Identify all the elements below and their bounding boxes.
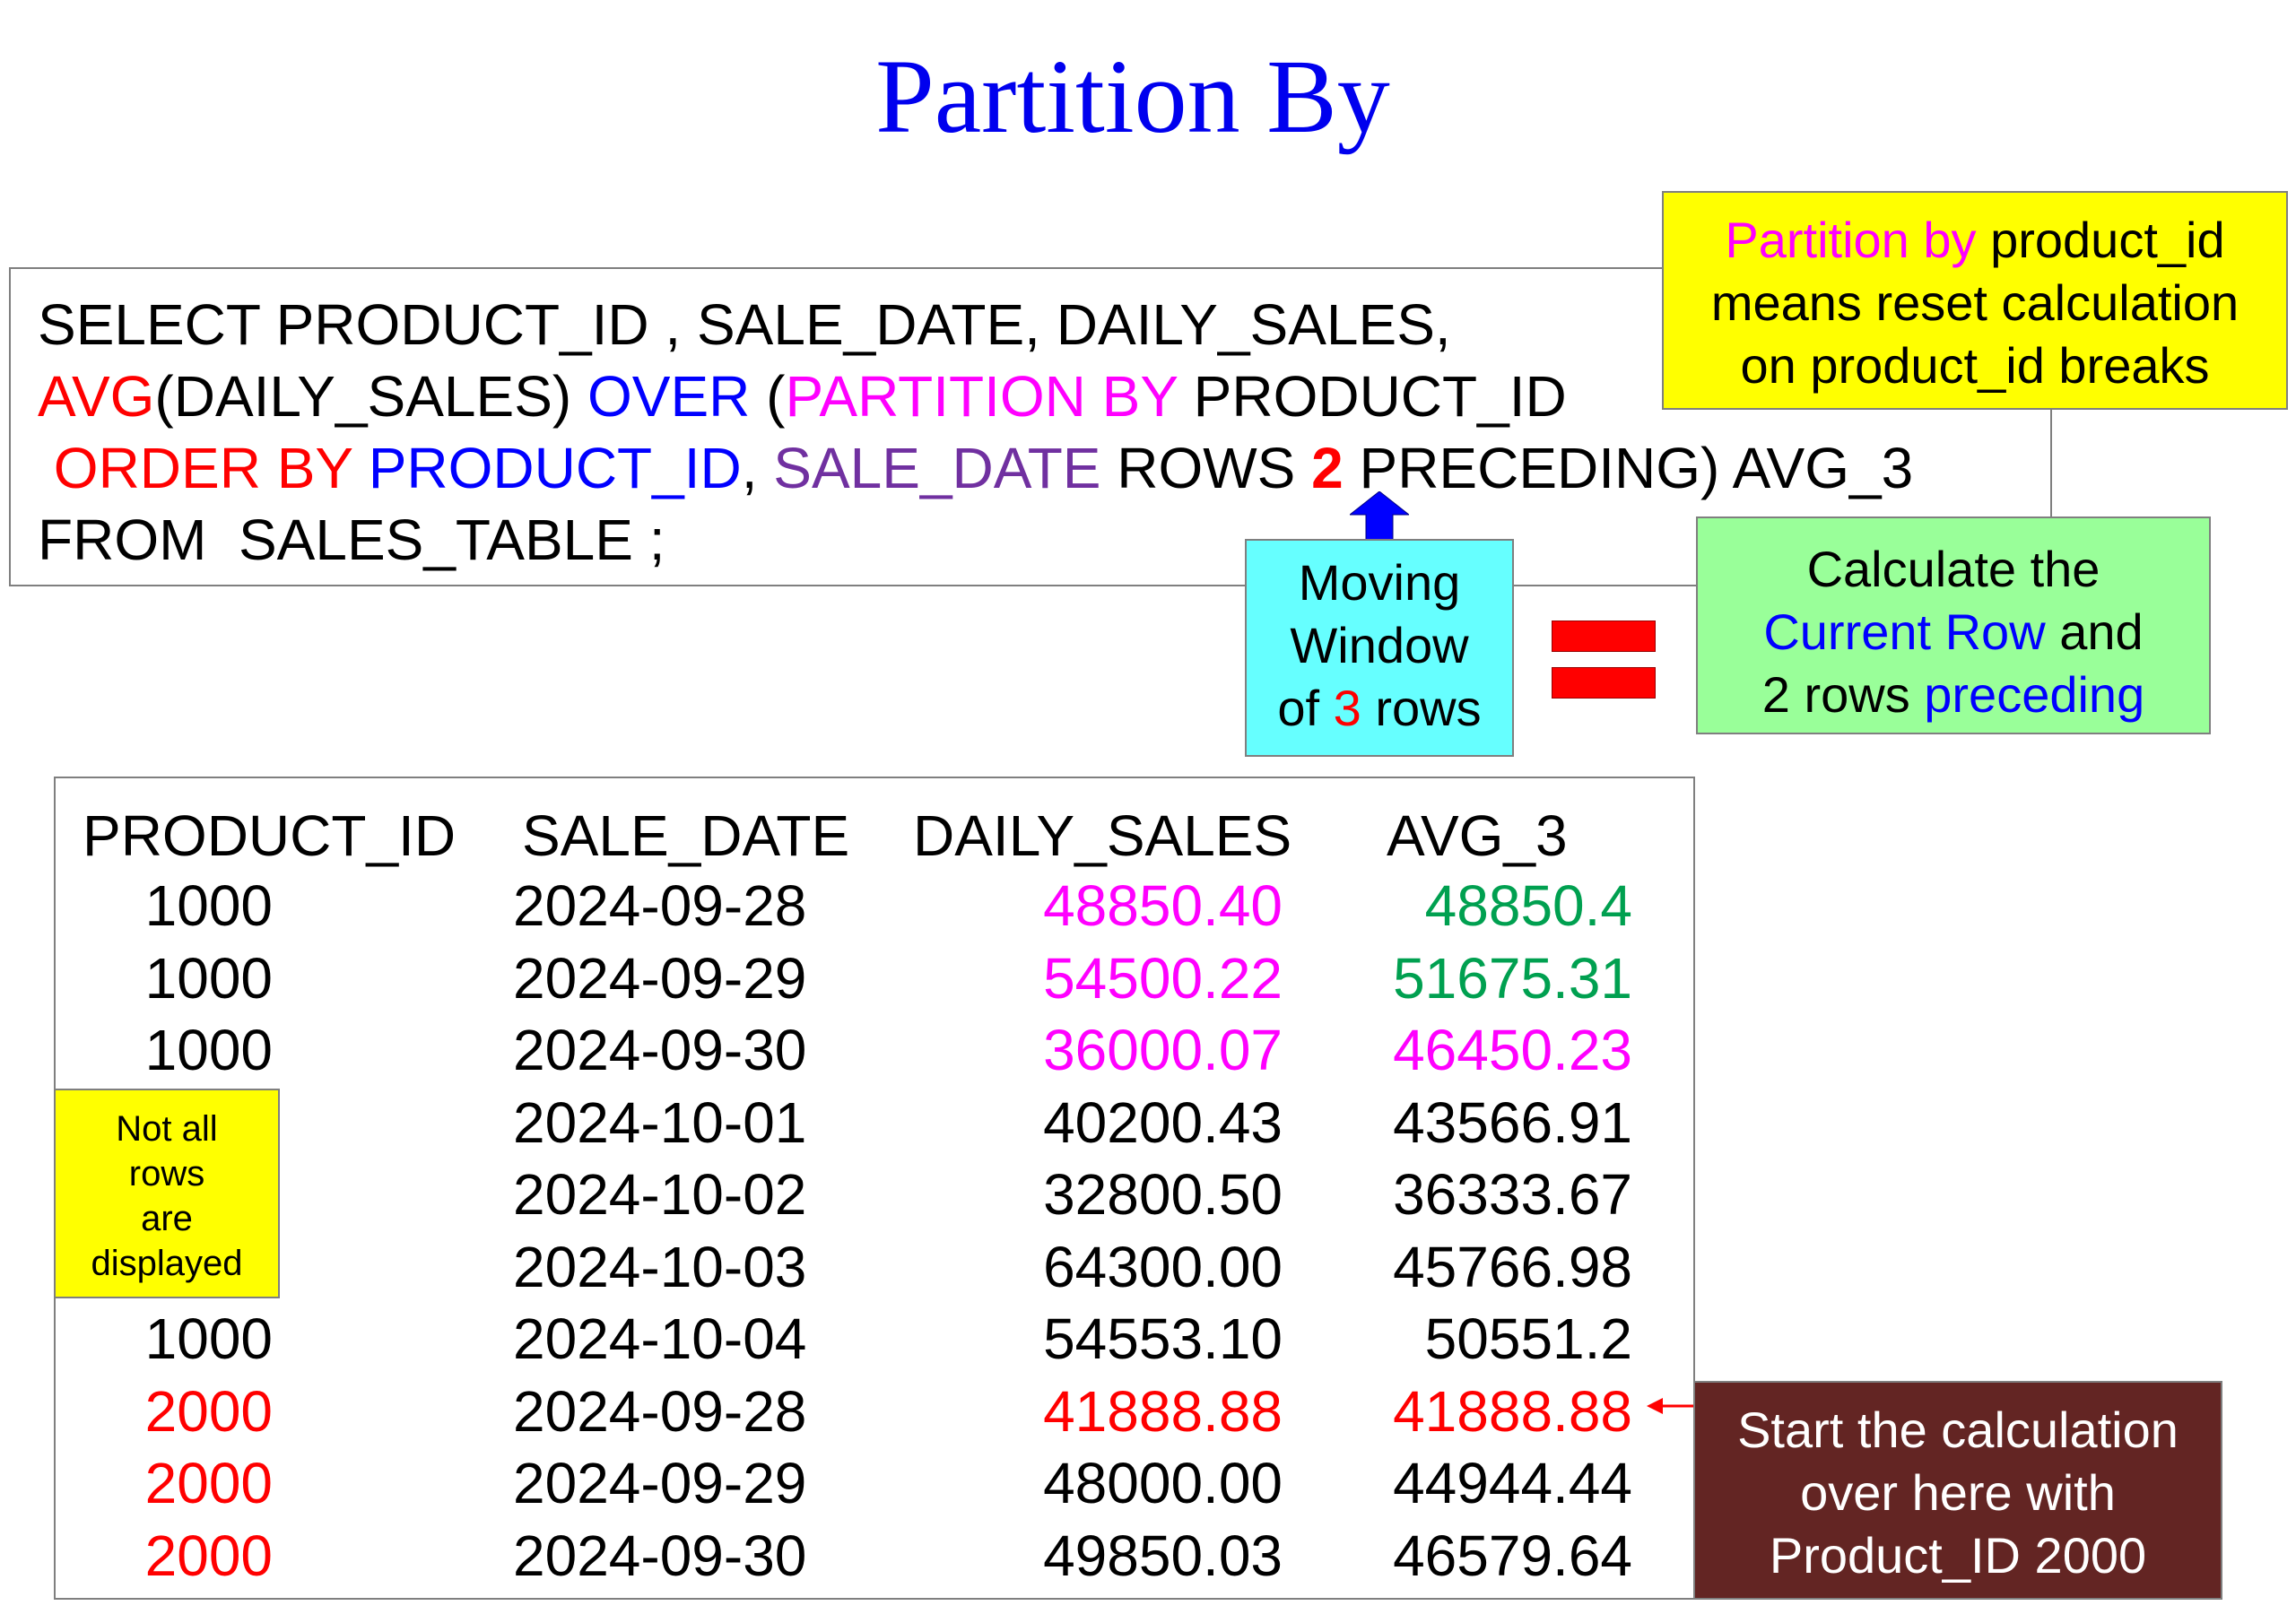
product-id-cell: 1000 [144,873,273,938]
product-id-cell: 2000 [144,1523,273,1588]
partition-note-keyword: Partition by [1725,212,1977,268]
avg-3-cell: 43566.91 [1393,1089,1632,1155]
sql-avg-keyword: AVG [38,364,155,429]
column-header-avg-3: AVG_3 [1387,803,1568,868]
column-header-product-id: PRODUCT_ID [83,803,457,868]
rows-not-displayed-note: Not all rows are displayed [54,1089,280,1298]
table-row: 2000 2024-09-28 41888.88 41888.88 [56,1383,1693,1454]
sql-over-keyword: OVER [587,364,751,429]
daily-sales-cell: 64300.00 [1043,1234,1283,1299]
avg-3-cell: 51675.31 [1393,945,1632,1011]
sale-date-cell: 2024-10-01 [513,1089,807,1155]
sql-line-2: AVG(DAILY_SALES) OVER (PARTITION BY PROD… [38,368,1567,425]
avg-3-cell: 46450.23 [1393,1018,1632,1082]
avg-3-cell: 48850.4 [1424,873,1632,938]
current-row-label: Current Row [1763,603,2046,660]
sql-partition-by-keyword: PARTITION BY [785,364,1178,429]
page-title: Partition By [875,38,1390,155]
sale-date-cell: 2024-09-30 [513,1018,807,1082]
sale-date-cell: 2024-09-29 [513,1451,807,1515]
table-row: 1000 2024-10-04 54553.10 50551.2 [56,1310,1693,1382]
sale-date-cell: 2024-09-30 [513,1523,807,1588]
avg-3-cell: 36333.67 [1393,1162,1632,1227]
avg-3-cell: 45766.98 [1393,1234,1632,1299]
daily-sales-cell: 36000.07 [1043,1018,1283,1082]
product-id-cell: 1000 [144,945,273,1011]
daily-sales-cell: 48000.00 [1043,1451,1283,1515]
calculate-note: Calculate the Current Row and 2 rows pre… [1696,516,2211,734]
daily-sales-cell: 54553.10 [1043,1306,1283,1371]
window-size-number: 3 [1333,680,1361,736]
sale-date-cell: 2024-09-29 [513,945,807,1011]
table-row: 2000 2024-09-30 49850.03 46579.64 [56,1527,1693,1599]
daily-sales-cell: 32800.50 [1043,1162,1283,1227]
daily-sales-cell: 49850.03 [1043,1523,1283,1588]
product-id-cell: 1000 [144,1018,273,1082]
daily-sales-cell: 40200.43 [1043,1089,1283,1155]
table-row: 1000 2024-09-29 54500.22 51675.31 [56,950,1693,1021]
sale-date-cell: 2024-09-28 [513,873,807,938]
column-header-sale-date: SALE_DATE [522,803,850,868]
sql-avg-argument: (DAILY_SALES) [154,364,587,429]
avg-3-cell: 46579.64 [1393,1523,1632,1588]
sale-date-cell: 2024-09-28 [513,1378,807,1444]
moving-window-note: Moving Window of 3 rows [1245,539,1514,757]
avg-3-cell: 50551.2 [1424,1306,1632,1371]
daily-sales-cell: 48850.40 [1043,873,1283,938]
sql-partition-column: PRODUCT_ID [1177,364,1567,429]
result-table: PRODUCT_ID SALE_DATE DAILY_SALES AVG_3 1… [54,777,1695,1600]
sale-date-cell: 2024-10-03 [513,1234,807,1299]
sql-preceding-rest: PRECEDING) AVG_3 [1343,436,1914,500]
sql-order-column-sale-date: SALE_DATE [773,436,1101,500]
table-row: 1000 2024-09-30 36000.07 46450.23 [56,1021,1693,1093]
sql-order-column-product-id: PRODUCT_ID [368,436,742,500]
partition-note: Partition by product_id means reset calc… [1662,191,2288,410]
table-row: 1000 2024-09-28 48850.40 48850.4 [56,877,1693,949]
avg-3-cell: 44944.44 [1393,1451,1632,1515]
sql-open-paren: ( [750,364,786,429]
sale-date-cell: 2024-10-04 [513,1306,807,1371]
sale-date-cell: 2024-10-02 [513,1162,807,1227]
product-id-cell: 2000 [144,1451,273,1515]
product-id-cell: 2000 [144,1378,273,1444]
daily-sales-cell: 41888.88 [1043,1378,1283,1444]
sql-line-1: SELECT PRODUCT_ID , SALE_DATE, DAILY_SAL… [38,292,1451,357]
start-calculation-note: Start the calculation over here with Pro… [1693,1381,2222,1600]
table-row: 2000 2024-09-29 48000.00 44944.44 [56,1454,1693,1526]
preceding-label: preceding [1924,666,2145,723]
column-header-daily-sales: DAILY_SALES [913,803,1292,868]
sql-order-by-keyword: ORDER BY [38,436,352,500]
daily-sales-cell: 54500.22 [1043,945,1283,1011]
avg-3-cell: 41888.88 [1393,1378,1632,1444]
up-arrow-icon [1350,491,1409,542]
sql-line-4: FROM SALES_TABLE ; [38,508,665,572]
product-id-cell: 1000 [144,1306,273,1371]
left-arrow-icon [1647,1398,1699,1414]
sql-line-3: ORDER BY PRODUCT_ID, SALE_DATE ROWS 2 PR… [38,436,1914,500]
equals-sign-icon [1552,621,1656,701]
sql-preceding-count: 2 [1311,436,1344,500]
